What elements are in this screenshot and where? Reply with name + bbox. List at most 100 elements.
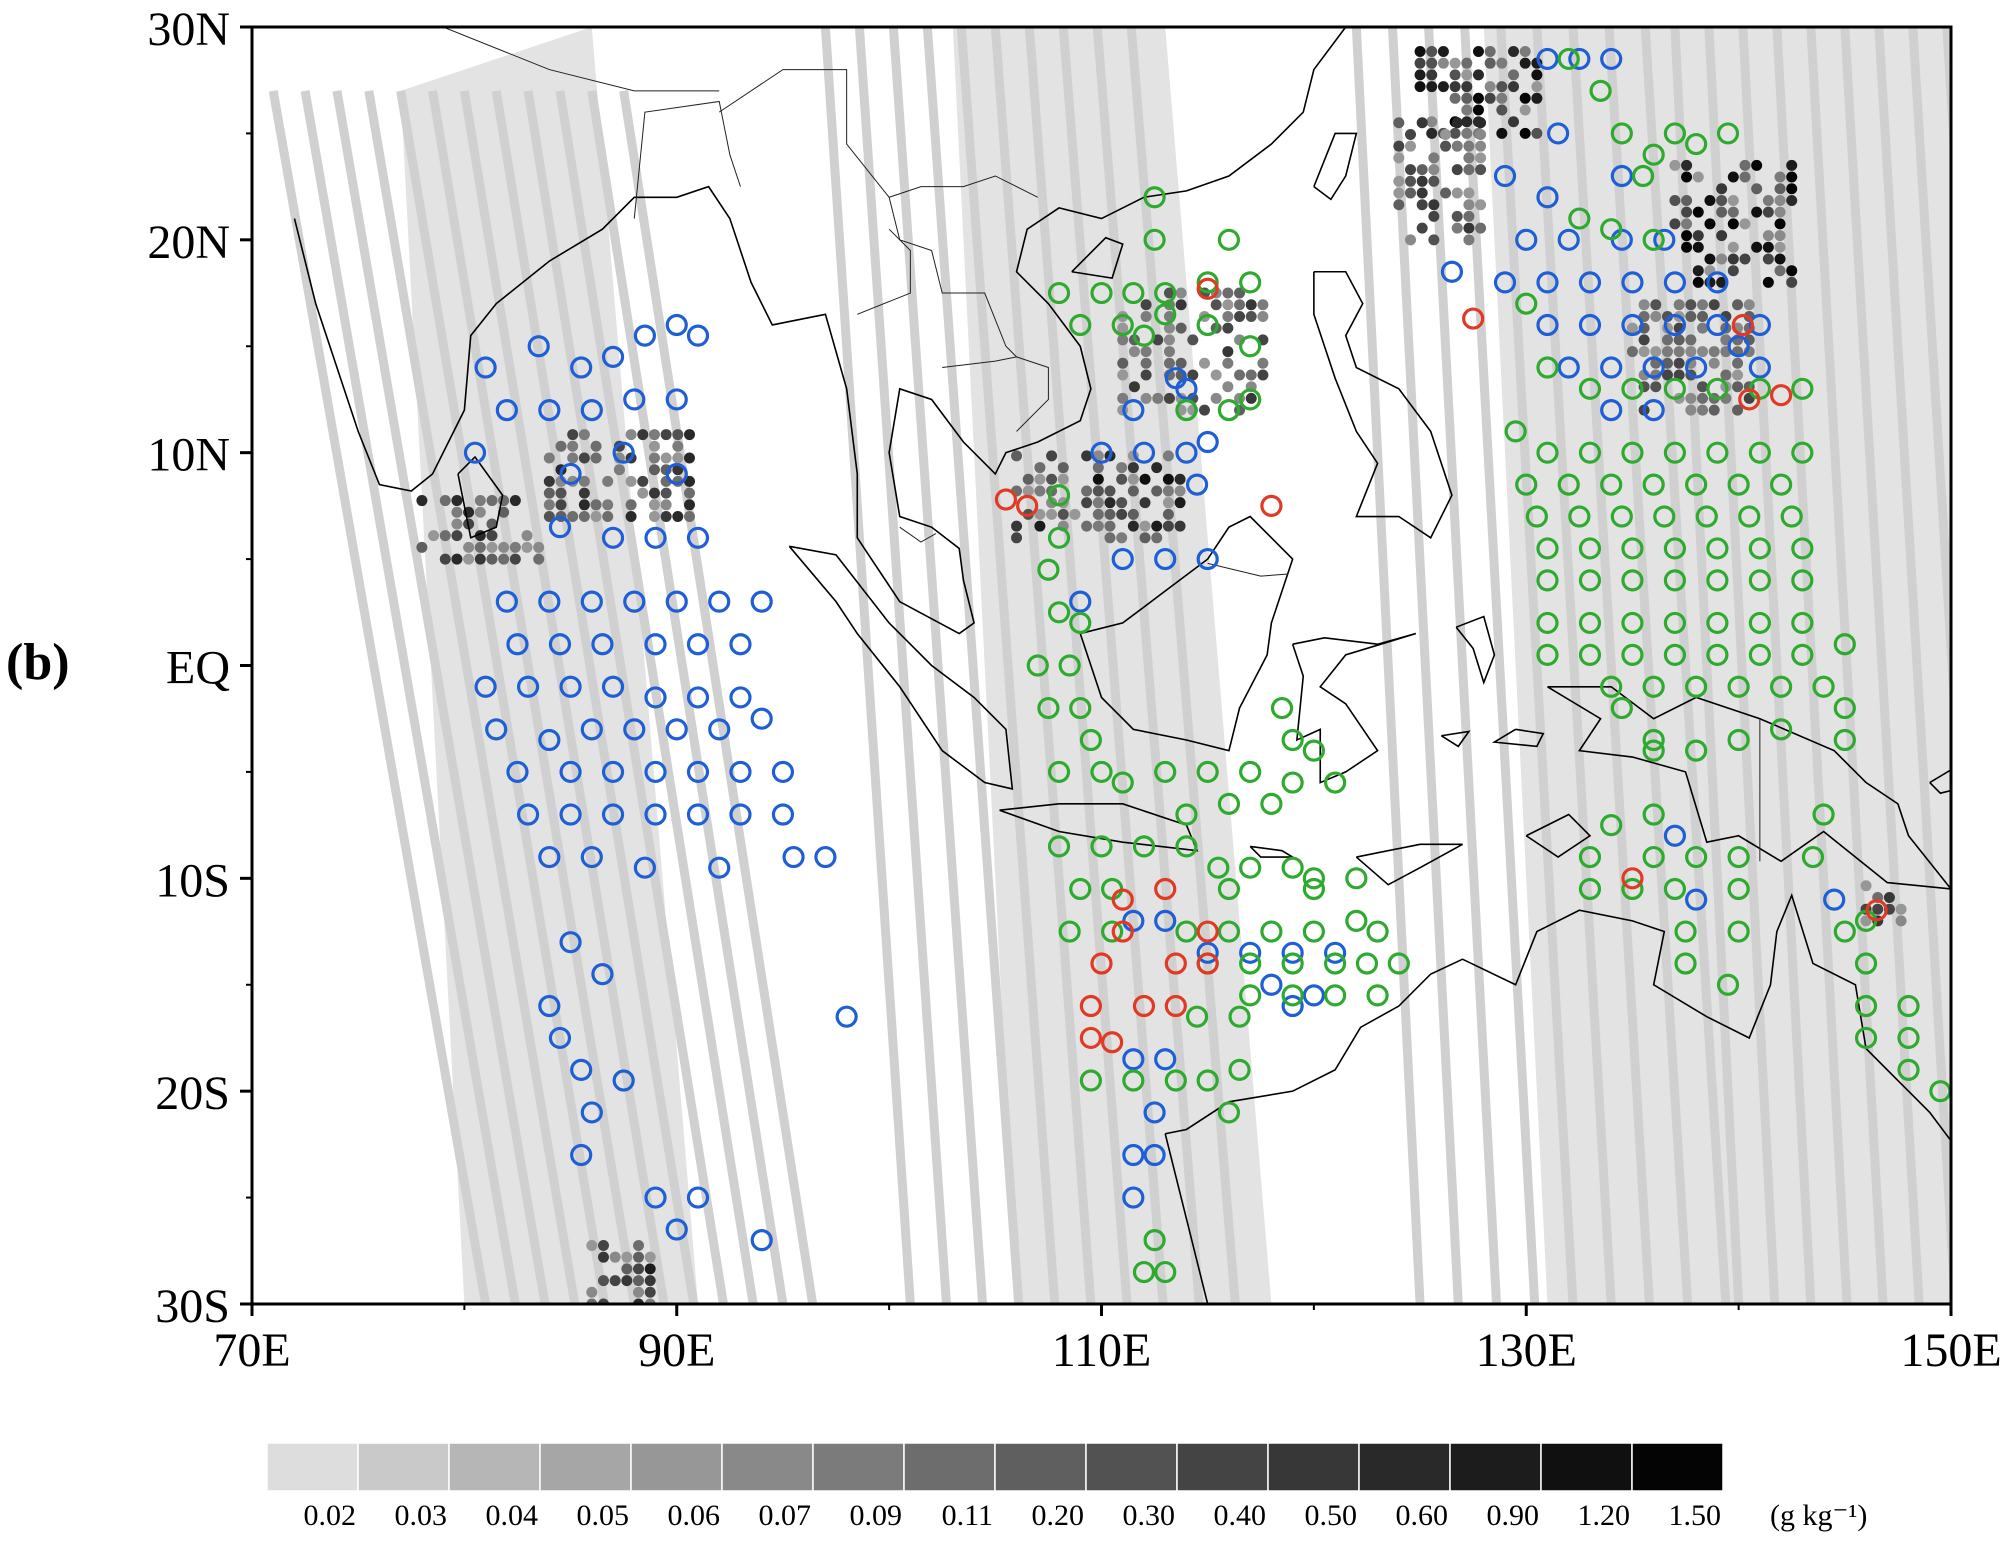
green-marker (1578, 377, 1602, 400)
cloud-point (1046, 508, 1058, 520)
cloud-point (1163, 392, 1175, 404)
red-marker (994, 488, 1018, 511)
cloud-point (1034, 462, 1046, 474)
blue-marker (559, 931, 582, 954)
cloud-point (498, 495, 510, 507)
cloud-point (1463, 140, 1475, 152)
cloud-point (555, 487, 567, 499)
blue-marker (1185, 473, 1209, 496)
blue-marker (580, 718, 603, 741)
green-marker (1355, 952, 1379, 975)
cloud-point (1531, 92, 1543, 104)
blue-marker (633, 324, 656, 347)
green-marker (1143, 228, 1166, 251)
cloud-point (1139, 473, 1151, 485)
blue-marker (1621, 313, 1644, 337)
cloud-point (1650, 299, 1662, 311)
colorbar-label: 0.09 (850, 1499, 903, 1532)
cloud-point (1716, 276, 1728, 288)
blue-marker (1281, 941, 1304, 964)
cloud-point (683, 499, 695, 511)
lon-label: 110E (1052, 1324, 1152, 1377)
blue-marker (665, 388, 688, 411)
cloud-point (486, 495, 498, 507)
blue-marker (750, 1229, 773, 1252)
green-marker (1217, 399, 1241, 422)
cloud-point (1496, 127, 1508, 139)
green-marker (1716, 122, 1740, 145)
cloud-point (1716, 230, 1728, 242)
cloud-point (1057, 462, 1069, 474)
green-marker (1387, 952, 1410, 975)
green-marker (1727, 728, 1750, 752)
cloud-point (1472, 92, 1484, 104)
cloud-point (621, 1275, 633, 1287)
green-marker (1727, 845, 1750, 869)
blue-marker (1706, 271, 1729, 294)
green-marker (1695, 505, 1718, 528)
green-marker (1122, 281, 1145, 305)
swath-stripe (820, 27, 915, 1304)
station-markers (463, 47, 1951, 1284)
cloud-point (1117, 392, 1129, 404)
cloud-point (1234, 369, 1246, 381)
swath-stripe (396, 90, 609, 1304)
green-marker (1154, 760, 1177, 784)
green-marker (1663, 441, 1687, 464)
cloud-point (1626, 346, 1638, 358)
green-marker (1058, 654, 1081, 677)
blue-marker (559, 462, 582, 486)
blue-marker (1663, 313, 1687, 337)
green-marker (1685, 132, 1708, 156)
blue-marker (538, 728, 561, 752)
blue-marker (485, 718, 508, 741)
green-marker (1281, 728, 1304, 752)
green-marker (1600, 473, 1623, 496)
cloud-point (1531, 127, 1543, 139)
cloud-point (578, 487, 590, 499)
cloud-point (1661, 346, 1673, 358)
swath-stripe (854, 27, 951, 1304)
blue-marker (1642, 399, 1665, 422)
blue-marker (601, 803, 625, 826)
cloud-point (1092, 520, 1104, 532)
cloud-point (586, 1286, 598, 1298)
cloud-point (1692, 171, 1704, 183)
colorbar: 0.02 0.03 0.04 0.05 0.06 0.07 0.09 0.11 0.20 0.30… (266, 1442, 1867, 1532)
cloud-point (1463, 152, 1475, 164)
cloud-point (1245, 310, 1257, 322)
cloud-point (1475, 164, 1487, 176)
blue-marker (1069, 590, 1092, 613)
cloud-point (1222, 310, 1234, 322)
blue-marker (1557, 228, 1580, 251)
cloud-point (637, 487, 649, 499)
colorbar-box (721, 1442, 814, 1492)
swath-stripe (956, 27, 1060, 1304)
cloud-point (1461, 104, 1473, 116)
cloud-point (1022, 485, 1034, 497)
green-marker (1143, 1229, 1166, 1252)
cloud-point (1011, 520, 1023, 532)
swath-stripe (1738, 27, 1816, 1304)
green-marker (1621, 877, 1644, 901)
green-marker (1833, 728, 1856, 752)
cloud-point (1732, 404, 1744, 416)
country-border (633, 100, 741, 219)
cloud-point (1732, 369, 1744, 381)
green-marker (1791, 569, 1814, 592)
cloud-point (1163, 346, 1175, 358)
cloud-point (1116, 532, 1128, 544)
cloud-point (1704, 194, 1716, 206)
green-marker (1706, 611, 1729, 635)
cloud-point (1484, 81, 1496, 93)
cloud-point (1716, 194, 1728, 206)
cloud-point (1762, 230, 1774, 242)
coastline (1929, 768, 1951, 795)
cloud-point (1440, 187, 1452, 199)
blue-marker (516, 675, 540, 698)
green-marker (1748, 611, 1771, 635)
cloud-point (1739, 218, 1751, 230)
swath-stripe (300, 90, 520, 1304)
blue-marker (1823, 888, 1846, 911)
cloud-point (625, 499, 637, 511)
